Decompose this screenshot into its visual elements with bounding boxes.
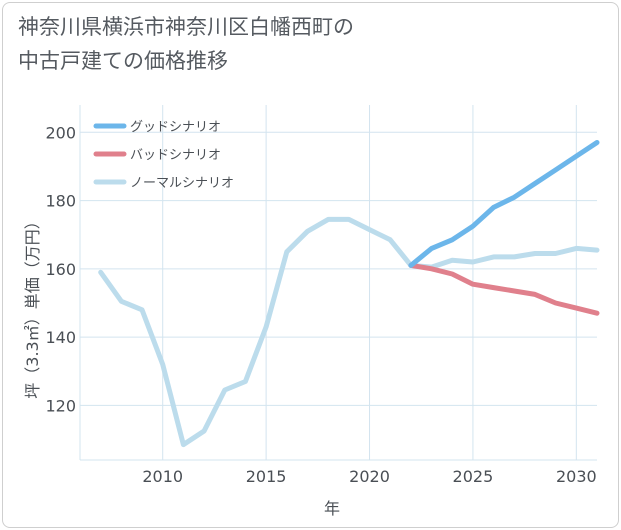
x-axis-label: 年 — [324, 499, 340, 518]
x-tick-label-2030: 2030 — [556, 467, 597, 486]
legend-bad-scenario-label: バッドシナリオ — [130, 148, 221, 163]
y-tick-label-140: 140 — [45, 328, 76, 347]
legend-normal-scenario-label: ノーマルシナリオ — [130, 176, 234, 191]
x-tick-label-2020: 2020 — [349, 467, 390, 486]
series-lines — [98, 140, 600, 448]
normal-scenario-line — [98, 216, 600, 448]
x-tick-label-2025: 2025 — [453, 467, 494, 486]
y-tick-label-120: 120 — [45, 396, 76, 415]
y-tick-label-160: 160 — [45, 260, 76, 279]
bad-scenario-line — [408, 262, 600, 316]
x-tick-label-2015: 2015 — [246, 467, 287, 486]
x-tick-label-2010: 2010 — [142, 467, 183, 486]
tick-labels: 2010 2015 2020 2025 2030 120 140 160 180 200 — [45, 123, 596, 486]
chart-title-line-1: 神奈川県横浜市神奈川区白幡西町の — [18, 15, 354, 39]
y-tick-label-200: 200 — [45, 123, 76, 142]
legend-good-scenario-label: グッドシナリオ — [130, 120, 221, 135]
good-scenario-line — [408, 140, 600, 268]
y-axis-label: 坪（3.3㎡）単価（万円） — [23, 213, 42, 398]
y-tick-label-180: 180 — [45, 192, 76, 211]
chart-title-line-2: 中古戸建ての価格推移 — [18, 49, 228, 73]
chart-title: 神奈川県横浜市神奈川区白幡西町の 中古戸建ての価格推移 — [18, 10, 538, 78]
